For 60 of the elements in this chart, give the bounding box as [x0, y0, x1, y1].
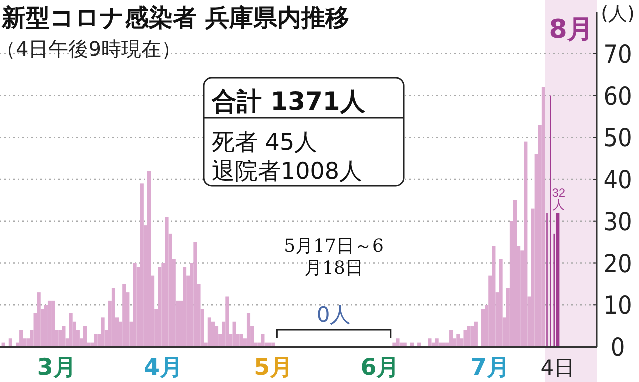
summary-box: 合計 1371人 死者 45人 退院者1008人	[203, 77, 405, 187]
bar	[158, 267, 162, 347]
bar	[513, 200, 518, 347]
annotation: 退院者1008人	[212, 159, 363, 185]
bar	[147, 171, 152, 347]
chart-title: 新型コロナ感染者 兵庫県内推移	[1, 4, 350, 32]
y-tick-label: 0	[610, 333, 626, 362]
bar	[62, 326, 66, 347]
y-tick-label: 60	[604, 82, 632, 111]
x-tick-label: 5月	[254, 355, 294, 381]
bar	[140, 184, 144, 347]
text: （4日午後9時現在）	[0, 37, 182, 61]
y-tick-label: 20	[604, 249, 632, 278]
band-label: 8月	[549, 15, 594, 45]
x-tick-label: 4日	[540, 356, 576, 380]
bar	[226, 296, 230, 347]
bar	[112, 288, 116, 347]
y-tick-label: 70	[604, 40, 632, 69]
bar	[101, 318, 105, 347]
y-axis-title: (人)	[601, 3, 635, 25]
x-tick-label: 3月	[37, 355, 76, 381]
bar	[165, 217, 169, 347]
x-tick-label: 4月	[144, 355, 183, 381]
bar	[37, 292, 41, 347]
x-tick-label: 7月	[470, 355, 510, 381]
y-tick-label: 10	[604, 291, 632, 320]
bar	[94, 334, 98, 347]
y-tick-label: 30	[604, 207, 632, 236]
bar	[482, 309, 486, 347]
bar	[84, 326, 88, 347]
bar	[474, 322, 478, 347]
bar	[246, 314, 251, 347]
bar	[69, 314, 73, 347]
y-tick-label: 50	[604, 124, 632, 153]
bar	[261, 334, 265, 347]
bar	[396, 338, 400, 347]
x-tick-label: 6月	[360, 355, 400, 381]
bar	[208, 318, 212, 347]
bar	[524, 142, 528, 347]
bar	[492, 246, 496, 347]
bar	[48, 300, 52, 347]
bar	[499, 259, 503, 347]
bar	[52, 300, 56, 347]
annotation: 死者 45人	[212, 130, 318, 156]
annotation: 5月17日～6月18日	[283, 236, 385, 280]
bar	[232, 322, 236, 347]
annotation: 合計 1371人	[211, 87, 366, 116]
bar	[194, 242, 198, 347]
data-label: 32人	[552, 186, 566, 212]
bar	[183, 267, 187, 347]
bar	[214, 326, 219, 347]
bar	[133, 263, 137, 347]
bar	[450, 330, 454, 347]
y-tick-label: 40	[604, 166, 632, 194]
bar	[20, 330, 24, 347]
bar	[428, 338, 432, 347]
bar	[464, 330, 468, 347]
bar	[122, 284, 126, 347]
bar	[542, 87, 546, 347]
annotation: 0人	[316, 303, 352, 327]
